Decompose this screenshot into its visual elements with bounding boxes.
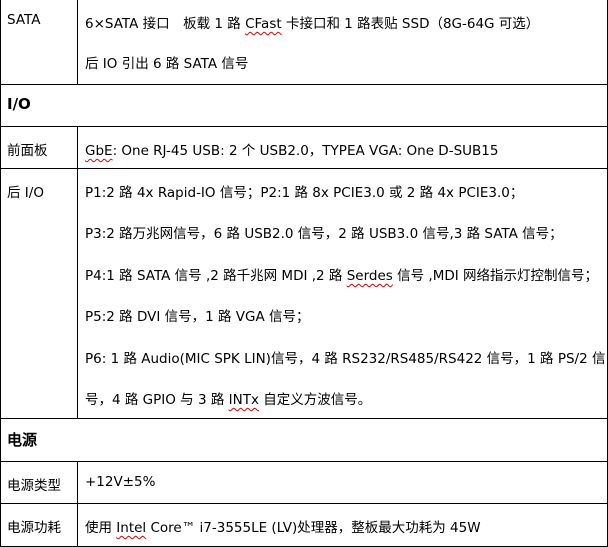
row-sata: SATA 6×SATA 接口 板载 1 路 CFast 卡接口和 1 路表贴 S… [0,0,608,85]
sata-line-2: 后 IO 引出 6 路 SATA 信号 [85,56,249,72]
spellcheck-word: CFast [245,16,282,32]
rear-io-p5: P5:2 路 DVI 信号，1 路 VGA 信号； [85,309,310,325]
section-header-io: I/O [0,85,608,127]
front-panel-value: GbE: One RJ-45 USB: 2 个 USB2.0，TYPEA VGA… [85,139,498,159]
spellcheck-word: GbE [85,143,113,159]
row-power-type: 电源类型 +12V±5% [0,462,608,504]
rear-io-p3: P3:2 路万兆网信号，6 路 USB2.0 信号，2 路 USB3.0 信号,… [85,226,563,242]
rear-io-p4: P4:1 路 SATA 信号 ,2 路千兆网 MDI ,2 路 Serdes 信… [85,264,598,284]
column-divider [77,504,78,546]
section-title-io: I/O [7,95,31,113]
text: 使用 [85,520,117,536]
rear-io-p1: P1:2 路 4x Rapid-IO 信号；P2:1 路 8x PCIE3.0 … [85,185,524,201]
spellcheck-word: Serdes [346,268,393,284]
text: 卡接口和 1 路表贴 SSD（8G-64G 可选） [281,16,540,32]
column-divider [77,462,78,503]
sata-line-1: 6×SATA 接口 板载 1 路 CFast 卡接口和 1 路表贴 SSD（8G… [85,12,539,32]
column-divider [77,127,78,168]
row-label-front-panel: 前面板 [7,143,48,159]
section-title-power: 电源 [7,431,38,449]
text: : One RJ-45 USB: 2 个 USB2.0，TYPEA VGA: O… [112,143,499,159]
row-label-power-type: 电源类型 [7,478,61,494]
power-consumption-value: 使用 Intel Core™ i7-3555LE (LV)处理器，整板最大功耗为… [85,516,481,536]
row-front-panel: 前面板 GbE: One RJ-45 USB: 2 个 USB2.0，TYPEA… [0,127,608,169]
rear-io-p6-line-1: P6: 1 路 Audio(MIC SPK LIN)信号，4 路 RS232/R… [85,351,606,367]
text: 号，4 路 GPIO 与 3 路 [85,392,229,408]
text: 6×SATA 接口 板载 1 路 [85,16,246,32]
column-divider [77,0,78,84]
row-rear-io: 后 I/O P1:2 路 4x Rapid-IO 信号；P2:1 路 8x PC… [0,169,608,419]
text: 自定义方波信号。 [258,392,372,408]
row-label-rear-io: 后 I/O [7,185,44,201]
text: Core™ i7-3555LE (LV)处理器，整板最大功耗为 45W [146,520,481,536]
row-label-power-consumption: 电源功耗 [7,520,61,536]
column-divider [77,169,78,418]
spellcheck-word: INTx [228,392,259,408]
section-header-power: 电源 [0,419,608,462]
rear-io-p6-line-2: 号，4 路 GPIO 与 3 路 INTx 自定义方波信号。 [85,388,371,408]
row-power-consumption: 电源功耗 使用 Intel Core™ i7-3555LE (LV)处理器，整板… [0,504,608,547]
power-type-value: +12V±5% [85,474,156,490]
row-label-sata: SATA [7,12,41,28]
spellcheck-word: Intel [116,520,147,536]
text: P4:1 路 SATA 信号 ,2 路千兆网 MDI ,2 路 [85,268,347,284]
text: 信号 ,MDI 网络指示灯控制信号； [392,268,599,284]
